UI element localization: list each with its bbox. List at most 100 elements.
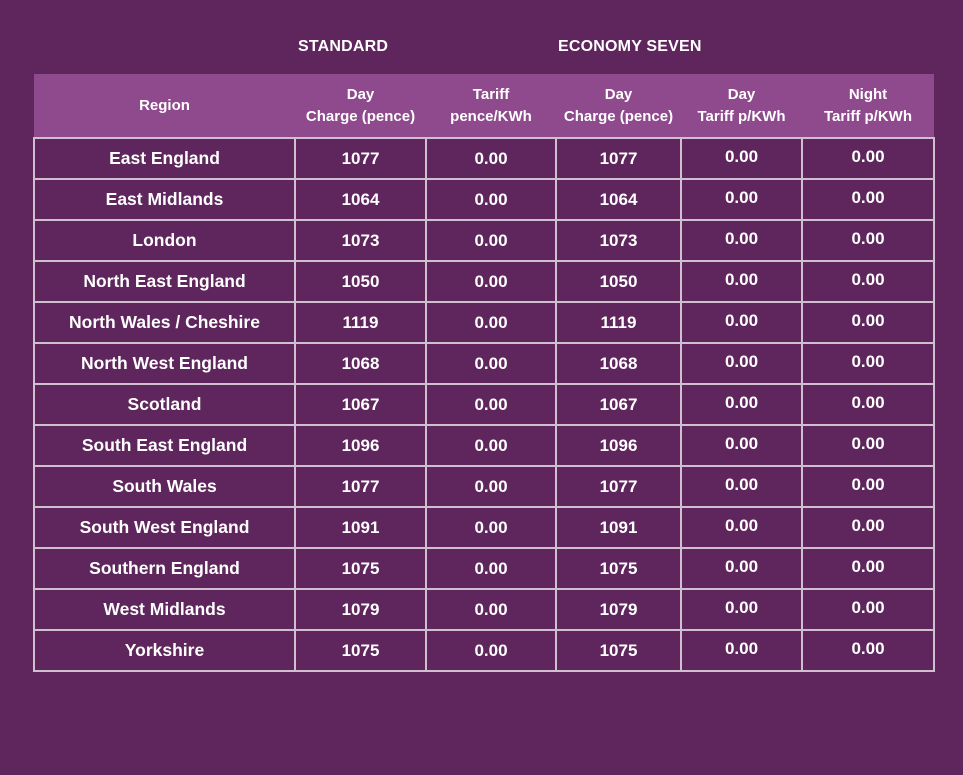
economy-day-tariff-cell: 0.00 [680, 301, 803, 344]
header-line-2: Charge (pence) [563, 107, 674, 125]
standard-day-charge-cell: 1079 [294, 588, 427, 631]
standard-day-charge-cell: 1091 [294, 506, 427, 549]
standard-group-label: STANDARD [298, 38, 389, 55]
economy-day-charge-cell: 1067 [555, 383, 682, 426]
standard-tariff-cell: 0.00 [425, 178, 557, 221]
standard-tariff-cell: 0.00 [425, 424, 557, 467]
header-line-1: Day [346, 85, 375, 103]
table-row: North East England 1050 0.00 1050 0.00 0… [33, 260, 935, 303]
table-row: East Midlands 1064 0.00 1064 0.00 0.00 [33, 178, 935, 221]
header-line-2: pence/KWh [450, 107, 532, 125]
economy-day-tariff-header: Day Tariff p/KWh [681, 74, 802, 138]
table-row: South East England 1096 0.00 1096 0.00 0… [33, 424, 935, 467]
standard-day-charge-cell: 1073 [294, 219, 427, 262]
header-line-2: Tariff p/KWh [823, 107, 913, 125]
standard-tariff-cell: 0.00 [425, 629, 557, 672]
economy-day-tariff-cell: 0.00 [680, 219, 803, 262]
standard-day-charge-cell: 1119 [294, 301, 427, 344]
region-cell: South East England [33, 424, 296, 467]
economy-day-charge-cell: 1073 [555, 219, 682, 262]
region-cell: South Wales [33, 465, 296, 508]
header-line-1: Tariff [472, 85, 510, 103]
economy-day-charge-cell: 1091 [555, 506, 682, 549]
economy-day-charge-cell: 1068 [555, 342, 682, 385]
economy-day-charge-cell: 1075 [555, 629, 682, 672]
standard-tariff-cell: 0.00 [425, 342, 557, 385]
economy-night-tariff-cell: 0.00 [801, 301, 935, 344]
economy-night-tariff-cell: 0.00 [801, 219, 935, 262]
standard-tariff-cell: 0.00 [425, 588, 557, 631]
header-line-1: Night [848, 85, 888, 103]
table-row: South Wales 1077 0.00 1077 0.00 0.00 [33, 465, 935, 508]
economy-day-charge-cell: 1077 [555, 137, 682, 180]
standard-day-charge-cell: 1077 [294, 137, 427, 180]
standard-day-charge-cell: 1067 [294, 383, 427, 426]
economy-night-tariff-cell: 0.00 [801, 547, 935, 590]
region-cell: Yorkshire [33, 629, 296, 672]
economy-night-tariff-cell: 0.00 [801, 383, 935, 426]
economy-night-tariff-cell: 0.00 [801, 629, 935, 672]
economy-night-tariff-cell: 0.00 [801, 465, 935, 508]
standard-day-charge-cell: 1068 [294, 342, 427, 385]
economy-night-tariff-cell: 0.00 [801, 424, 935, 467]
economy-day-charge-cell: 1079 [555, 588, 682, 631]
economy-day-charge-header: Day Charge (pence) [556, 74, 681, 138]
region-cell: North West England [33, 342, 296, 385]
region-header-label: Region [139, 96, 190, 114]
standard-tariff-cell: 0.00 [425, 465, 557, 508]
region-cell: West Midlands [33, 588, 296, 631]
economy-day-charge-cell: 1050 [555, 260, 682, 303]
economy-day-tariff-cell: 0.00 [680, 383, 803, 426]
economy-night-tariff-cell: 0.00 [801, 588, 935, 631]
region-column-header: Region [34, 74, 295, 138]
region-cell: North Wales / Cheshire [33, 301, 296, 344]
table-row: North West England 1068 0.00 1068 0.00 0… [33, 342, 935, 385]
standard-tariff-cell: 0.00 [425, 301, 557, 344]
standard-tariff-cell: 0.00 [425, 383, 557, 426]
standard-tariff-cell: 0.00 [425, 219, 557, 262]
table-row: Yorkshire 1075 0.00 1075 0.00 0.00 [33, 629, 935, 672]
economy-night-tariff-cell: 0.00 [801, 342, 935, 385]
economy-night-tariff-cell: 0.00 [801, 260, 935, 303]
header-line-2: Tariff p/KWh [697, 107, 786, 125]
economy-day-charge-cell: 1064 [555, 178, 682, 221]
region-cell: East England [33, 137, 296, 180]
header-line-1: Day [604, 85, 633, 103]
header-row: Region Day Charge (pence) Tariff pence/K… [34, 74, 934, 138]
region-cell: North East England [33, 260, 296, 303]
table-header: Region Day Charge (pence) Tariff pence/K… [34, 74, 934, 138]
economy-day-tariff-cell: 0.00 [680, 137, 803, 180]
table-row: Southern England 1075 0.00 1075 0.00 0.0… [33, 547, 935, 590]
standard-day-charge-cell: 1096 [294, 424, 427, 467]
standard-tariff-cell: 0.00 [425, 506, 557, 549]
standard-day-charge-cell: 1075 [294, 629, 427, 672]
tariff-table: Region Day Charge (pence) Tariff pence/K… [33, 74, 935, 672]
economy-day-tariff-cell: 0.00 [680, 178, 803, 221]
economy-night-tariff-cell: 0.00 [801, 506, 935, 549]
economy-day-tariff-cell: 0.00 [680, 465, 803, 508]
economy-day-tariff-cell: 0.00 [680, 588, 803, 631]
region-cell: East Midlands [33, 178, 296, 221]
header-line-1: Day [727, 85, 756, 103]
table-row: North Wales / Cheshire 1119 0.00 1119 0.… [33, 301, 935, 344]
table-body: East England 1077 0.00 1077 0.00 0.00 Ea… [33, 137, 935, 672]
economy-day-charge-cell: 1077 [555, 465, 682, 508]
standard-day-charge-cell: 1064 [294, 178, 427, 221]
standard-tariff-cell: 0.00 [425, 137, 557, 180]
region-cell: Scotland [33, 383, 296, 426]
economy-day-charge-cell: 1096 [555, 424, 682, 467]
economy-day-tariff-cell: 0.00 [680, 506, 803, 549]
economy-night-tariff-cell: 0.00 [801, 178, 935, 221]
economy-day-tariff-cell: 0.00 [680, 424, 803, 467]
economy-night-tariff-cell: 0.00 [801, 137, 935, 180]
standard-tariff-cell: 0.00 [425, 547, 557, 590]
economy-seven-group-label: ECONOMY SEVEN [558, 38, 702, 55]
economy-day-tariff-cell: 0.00 [680, 629, 803, 672]
economy-day-tariff-cell: 0.00 [680, 342, 803, 385]
economy-day-tariff-cell: 0.00 [680, 547, 803, 590]
standard-day-charge-header: Day Charge (pence) [295, 74, 426, 138]
region-cell: London [33, 219, 296, 262]
economy-day-tariff-cell: 0.00 [680, 260, 803, 303]
standard-tariff-header: Tariff pence/KWh [426, 74, 556, 138]
economy-day-charge-cell: 1119 [555, 301, 682, 344]
